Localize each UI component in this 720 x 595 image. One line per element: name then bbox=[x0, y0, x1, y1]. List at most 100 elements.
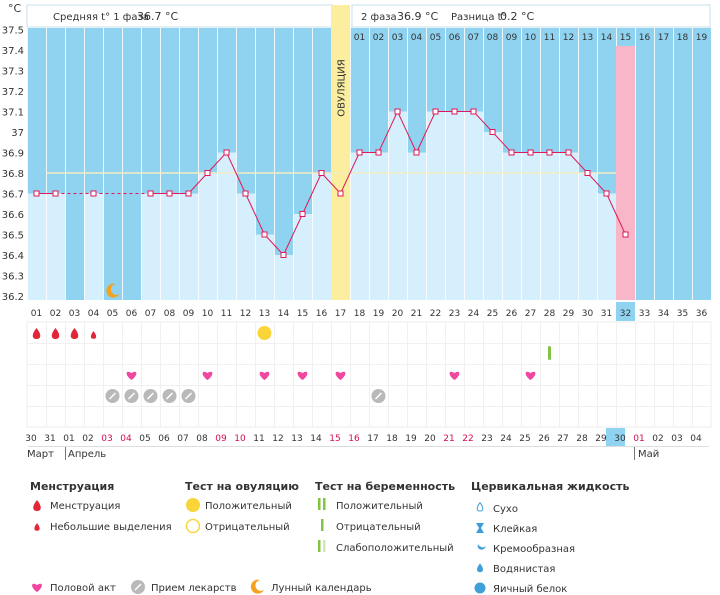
temp-point bbox=[223, 149, 230, 156]
temp-bar bbox=[46, 193, 65, 300]
temp-bar bbox=[502, 152, 521, 300]
temp-point bbox=[261, 231, 268, 238]
intercourse-heart-icon bbox=[525, 371, 536, 380]
cycle-day-label: 16 bbox=[316, 309, 328, 319]
calendar-date: 01 bbox=[63, 434, 74, 444]
temp-bar bbox=[255, 234, 274, 300]
current-day-column bbox=[616, 46, 635, 300]
medication-pill-stripe bbox=[165, 392, 174, 400]
y-tick-label: 37 bbox=[11, 128, 24, 139]
dpo-label: 09 bbox=[506, 33, 518, 43]
temp-point bbox=[603, 190, 610, 197]
dpo-label: 17 bbox=[658, 33, 669, 43]
current-day-cell bbox=[616, 302, 635, 321]
cycle-day-label: 35 bbox=[677, 309, 688, 319]
temp-line-segment bbox=[397, 111, 417, 153]
temp-point bbox=[470, 108, 477, 115]
y-tick-label: 36.3 bbox=[2, 272, 24, 283]
ovulation-column bbox=[331, 5, 350, 300]
y-tick-label: 36.2 bbox=[2, 292, 24, 303]
temp-line-segment bbox=[264, 234, 284, 256]
y-tick-label: 37.1 bbox=[2, 108, 24, 119]
legend-moon-icon bbox=[250, 579, 264, 594]
temp-bar bbox=[84, 193, 103, 300]
dpo-label: 05 bbox=[430, 33, 441, 43]
temp-point bbox=[375, 149, 382, 156]
legend-watery-icon bbox=[477, 563, 483, 573]
legend-spotting-label: Небольшие выделения bbox=[50, 522, 172, 533]
temp-bar bbox=[274, 255, 293, 300]
legend-sticky-label: Клейкая bbox=[493, 524, 537, 535]
calendar-date: 17 bbox=[367, 434, 378, 444]
dpo-label: 11 bbox=[544, 33, 555, 43]
cycle-day-label: 07 bbox=[145, 309, 156, 319]
cycle-day-label: 13 bbox=[259, 309, 270, 319]
legend-pregnancy-weak-label: Слабоположительный bbox=[336, 543, 454, 554]
cycle-day-label: 09 bbox=[183, 309, 195, 319]
cycle-day-label: 02 bbox=[50, 309, 61, 319]
cycle-day-label: 03 bbox=[69, 309, 80, 319]
calendar-date: 27 bbox=[557, 434, 568, 444]
y-tick-label: 37.4 bbox=[2, 46, 24, 57]
legend-menstruation-title: Менструация bbox=[30, 480, 114, 493]
y-tick-label: 37.3 bbox=[2, 67, 24, 78]
temp-point bbox=[546, 149, 553, 156]
phase1-label: Средняя t° 1 фаза bbox=[53, 12, 149, 23]
chart-header: °C Средняя t° 1 фаза 36.7 °C 2 фаза 36.9… bbox=[8, 2, 711, 28]
temp-bar bbox=[540, 152, 559, 300]
cycle-day-label: 36 bbox=[696, 309, 708, 319]
y-tick-label: 37.5 bbox=[2, 26, 24, 37]
moon-icon bbox=[106, 283, 120, 298]
temp-point bbox=[185, 190, 192, 197]
dpo-label: 04 bbox=[411, 33, 423, 43]
temp-point bbox=[147, 190, 154, 197]
calendar-date: 30 bbox=[25, 434, 37, 444]
legend-eggwhite-label: Яичный белок bbox=[493, 584, 567, 595]
legend-medication-pill-stripe bbox=[134, 583, 142, 591]
cycle-day-label: 28 bbox=[544, 309, 556, 319]
temp-bar bbox=[160, 193, 179, 300]
temp-bar bbox=[388, 111, 407, 300]
temp-point bbox=[242, 190, 249, 197]
medication-pill-stripe bbox=[108, 392, 117, 400]
current-date-cell bbox=[606, 428, 625, 446]
dpo-label: 12 bbox=[563, 33, 574, 43]
calendar-date: 11 bbox=[253, 434, 264, 444]
calendar-date: 24 bbox=[500, 434, 512, 444]
phase1-value: 36.7 °C bbox=[137, 10, 178, 23]
day-row-bg bbox=[27, 300, 711, 321]
temp-bar bbox=[27, 193, 46, 300]
temp-point bbox=[318, 170, 325, 176]
calendar-date: 13 bbox=[291, 434, 302, 444]
temp-bar bbox=[407, 152, 426, 300]
cycle-day-label: 27 bbox=[525, 309, 536, 319]
cycle-day-label: 25 bbox=[487, 309, 498, 319]
temp-point bbox=[622, 231, 629, 238]
temp-line-segment bbox=[416, 111, 436, 153]
temp-bar bbox=[559, 152, 578, 300]
legend-pregnancy-positive-icon bbox=[323, 498, 326, 510]
dpo-label: 02 bbox=[373, 33, 384, 43]
dpo-label: 13 bbox=[582, 33, 593, 43]
calendar-date: 26 bbox=[538, 434, 550, 444]
cycle-day-label: 11 bbox=[221, 309, 232, 319]
temp-bar bbox=[236, 193, 255, 300]
intercourse-heart-icon bbox=[297, 371, 308, 380]
phase2-value: 36.9 °C bbox=[397, 10, 438, 23]
cycle-day-label: 33 bbox=[639, 309, 650, 319]
medication-pill-stripe bbox=[184, 392, 193, 400]
cycle-day-label: 08 bbox=[164, 309, 176, 319]
calendar-date: 02 bbox=[652, 434, 663, 444]
calendar-date: 04 bbox=[120, 434, 132, 444]
cycle-day-label: 18 bbox=[354, 309, 366, 319]
temp-bar bbox=[217, 152, 236, 300]
temp-point bbox=[299, 211, 306, 217]
legend-creamy-label: Кремообразная bbox=[493, 544, 575, 555]
calendar-date: 05 bbox=[139, 434, 150, 444]
cycle-day-label: 24 bbox=[468, 309, 480, 319]
cycle-day-label: 23 bbox=[449, 309, 460, 319]
legend-ovulation-negative-label: Отрицательный bbox=[205, 522, 290, 533]
calendar-date: 09 bbox=[215, 434, 227, 444]
calendar-date: 22 bbox=[462, 434, 473, 444]
temp-line-segment bbox=[587, 172, 607, 194]
